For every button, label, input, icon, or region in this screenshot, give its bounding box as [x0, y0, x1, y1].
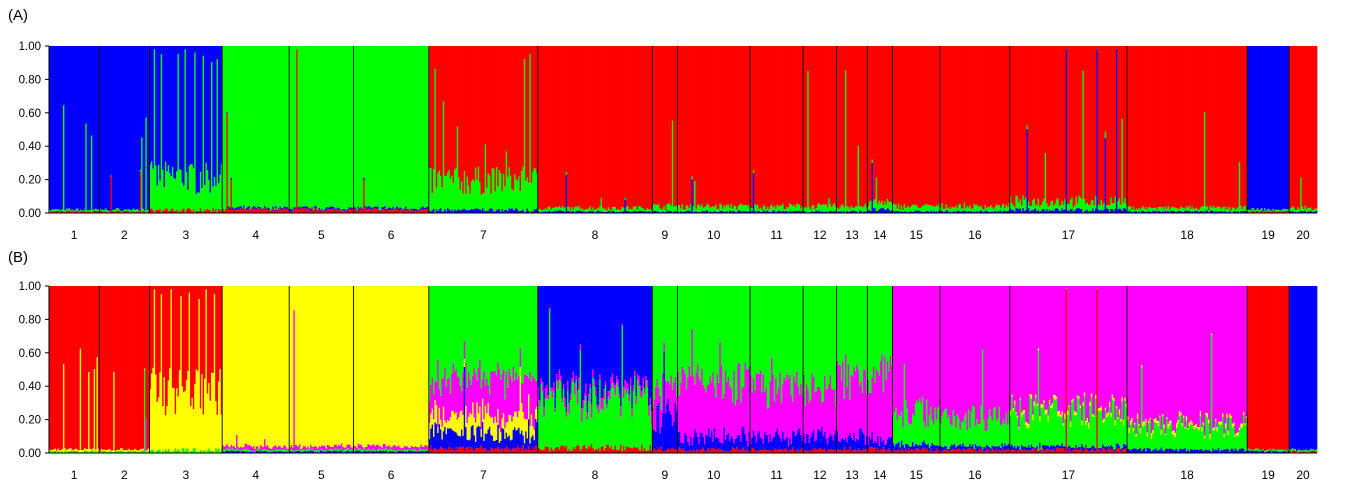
y-tick-label: 0.60 [19, 108, 41, 120]
x-tick-label: 13 [845, 228, 859, 242]
x-tick-label: 10 [707, 228, 721, 242]
y-tick-label: 1.00 [19, 41, 41, 53]
x-tick-label: 5 [318, 228, 325, 242]
x-tick-label: 20 [1296, 228, 1310, 242]
y-tick-label: 0.20 [19, 175, 41, 187]
y-tick-label: 0.40 [19, 141, 41, 153]
x-tick-label: 15 [910, 228, 924, 242]
x-tick-label: 6 [388, 228, 395, 242]
x-tick-label: 1 [71, 228, 78, 242]
x-tick-label: 7 [480, 228, 487, 242]
y-tick-label: 0.00 [19, 208, 41, 220]
x-tick-label: 19 [1261, 228, 1275, 242]
bar-segment-red [1316, 46, 1318, 209]
x-tick-label: 16 [968, 228, 982, 242]
x-tick-label: 3 [183, 228, 190, 242]
x-tick-label: 4 [252, 228, 259, 242]
x-tick-label: 18 [1180, 228, 1194, 242]
x-tick-label: 12 [813, 228, 827, 242]
panel-label-b: (B) [8, 249, 28, 266]
y-tick-label: 0.80 [19, 74, 41, 86]
x-tick-label: 8 [592, 228, 599, 242]
bar-segment-green [1316, 209, 1318, 211]
x-tick-label: 17 [1062, 228, 1076, 242]
x-tick-label: 11 [770, 228, 783, 242]
x-tick-label: 2 [121, 228, 128, 242]
x-tick-label: 14 [873, 228, 887, 242]
panel-label-a: (A) [8, 7, 28, 24]
x-tick-label: 9 [661, 228, 668, 242]
